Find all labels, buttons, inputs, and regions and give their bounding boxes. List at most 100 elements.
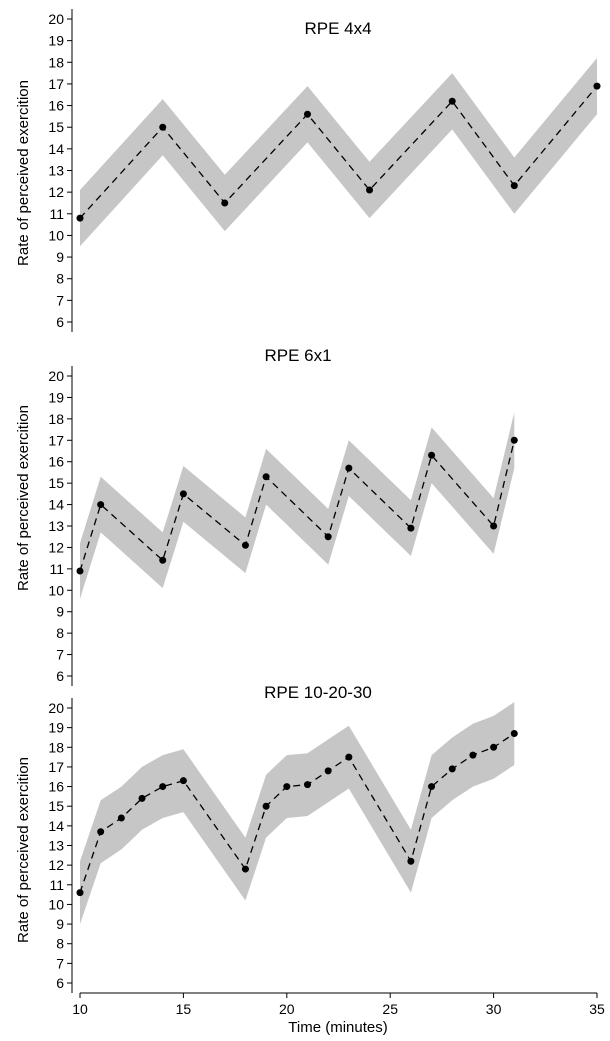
data-point (490, 743, 498, 751)
data-point (366, 186, 374, 194)
y-tick-label: 6 (56, 314, 64, 330)
data-point (97, 501, 105, 509)
y-tick-label: 16 (48, 98, 64, 114)
y-tick-label: 12 (48, 539, 64, 555)
chart-title: RPE 10-20-30 (264, 683, 372, 702)
y-tick-label: 20 (48, 368, 64, 384)
data-point (159, 783, 167, 791)
y-tick-label: 7 (56, 647, 64, 663)
x-tick-label: 25 (382, 1001, 398, 1017)
y-tick-label: 6 (56, 668, 64, 684)
chart-panel-rpe-10-20-30: RPE 10-20-30 Rate of perceived exercitio… (15, 683, 605, 1036)
chart-title: RPE 6x1 (264, 346, 331, 365)
series-line (79, 85, 598, 219)
data-point (448, 97, 456, 105)
y-tick-label: 16 (48, 454, 64, 470)
y-tick-label: 9 (56, 604, 64, 620)
data-point (345, 464, 353, 472)
y-tick-label: 19 (48, 389, 64, 405)
y-tick-label: 8 (56, 936, 64, 952)
y-tick-label: 12 (48, 184, 64, 200)
data-point (76, 889, 84, 897)
data-point (117, 814, 125, 822)
y-tick-label: 10 (48, 227, 64, 243)
data-point (262, 802, 270, 810)
chart-title: RPE 4x4 (304, 19, 371, 38)
x-tick-label: 20 (279, 1001, 295, 1017)
data-point (469, 751, 477, 759)
data-point (593, 82, 601, 90)
x-tick-label: 30 (486, 1001, 502, 1017)
data-point (76, 214, 84, 222)
x-axis-label: Time (minutes) (288, 1019, 387, 1036)
data-point (428, 783, 436, 791)
y-tick-label: 14 (48, 818, 64, 834)
data-point (428, 451, 436, 459)
y-tick-label: 16 (48, 779, 64, 795)
data-point (262, 473, 270, 481)
y-tick-label: 9 (56, 249, 64, 265)
data-point (179, 777, 187, 785)
confidence-band (80, 58, 597, 247)
data-point (303, 110, 311, 118)
y-tick-label: 11 (49, 561, 64, 577)
y-tick-label: 18 (48, 739, 64, 755)
data-point (97, 828, 105, 836)
y-axis-label: Rate of perceived exercition (15, 757, 32, 943)
series-line (79, 440, 515, 572)
data-point (407, 524, 415, 532)
y-axis-label: Rate of perceived exercition (15, 405, 32, 591)
y-tick-label: 6 (56, 975, 64, 991)
data-point (179, 490, 187, 498)
x-tick-label: 35 (589, 1001, 605, 1017)
y-tick-label: 11 (49, 206, 64, 222)
data-point (510, 436, 518, 444)
data-point (448, 765, 456, 773)
chart-panel-rpe-4x4: RPE 4x4 Rate of perceived exercition 6 7 8… (15, 9, 601, 332)
data-point (407, 857, 415, 865)
y-tick-label: 17 (48, 432, 64, 448)
y-tick-label: 12 (48, 857, 64, 873)
y-tick-label: 8 (56, 625, 64, 641)
y-tick-label: 14 (48, 141, 64, 157)
data-point (76, 567, 84, 575)
data-point (345, 753, 353, 761)
data-point (241, 541, 249, 549)
y-tick-label: 18 (48, 411, 64, 427)
y-tick-label: 13 (48, 163, 64, 179)
y-tick-label: 7 (56, 292, 64, 308)
y-tick-label: 19 (48, 720, 64, 736)
data-point (303, 781, 311, 789)
y-tick-label: 10 (48, 896, 64, 912)
y-tick-label: 17 (48, 76, 64, 92)
y-tick-label: 15 (48, 119, 64, 135)
data-point (510, 182, 518, 190)
y-tick-label: 7 (56, 955, 64, 971)
y-tick-label: 11 (49, 877, 64, 893)
y-tick-label: 19 (48, 33, 64, 49)
y-tick-label: 20 (48, 700, 64, 716)
x-tick-label: 10 (72, 1001, 88, 1017)
data-point (324, 767, 332, 775)
data-point (283, 783, 291, 791)
series-line (79, 732, 515, 893)
confidence-band (80, 702, 515, 925)
y-tick-label: 18 (48, 54, 64, 70)
y-tick-label: 8 (56, 271, 64, 287)
y-tick-label: 15 (48, 798, 64, 814)
y-tick-label: 9 (56, 916, 64, 932)
data-point (490, 522, 498, 530)
x-tick-label: 15 (176, 1001, 192, 1017)
y-tick-label: 17 (48, 759, 64, 775)
data-point (221, 199, 229, 207)
data-point (241, 865, 249, 873)
data-point (510, 730, 518, 738)
data-point (138, 794, 146, 802)
y-tick-label: 10 (48, 582, 64, 598)
data-point (159, 556, 167, 564)
data-point (159, 123, 167, 131)
y-tick-label: 13 (48, 838, 64, 854)
y-axis-label: Rate of perceived exercition (15, 80, 32, 266)
y-tick-label: 14 (48, 497, 64, 513)
